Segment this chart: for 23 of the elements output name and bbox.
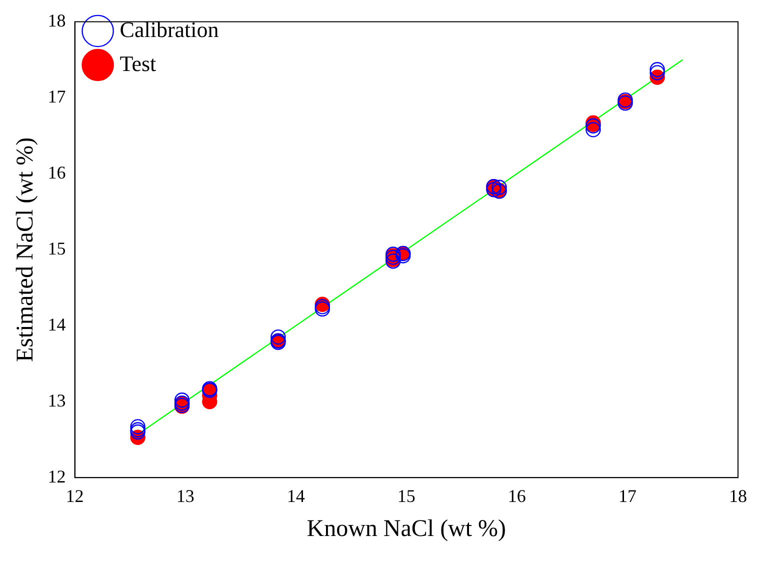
- point: [270, 329, 286, 345]
- x-tick-label: 12: [66, 486, 84, 506]
- x-tick-label: 13: [176, 486, 194, 506]
- y-tick-label: 16: [48, 162, 66, 182]
- y-tick-label: 18: [48, 10, 66, 31]
- point: [586, 122, 601, 138]
- y-tick-label: 13: [48, 390, 66, 410]
- x-tick-label: 15: [397, 486, 416, 506]
- y-tick-label: 12: [48, 466, 66, 486]
- x-axis-title: Known NaCl (wt %): [306, 516, 506, 542]
- legend-label: Test: [120, 50, 156, 76]
- y-tick-label: 15: [48, 238, 66, 258]
- y-axis-title: Estimated NaCl (wt %): [12, 137, 39, 362]
- x-tick-label: 18: [729, 486, 747, 506]
- point: [650, 65, 665, 80]
- point: [650, 62, 665, 78]
- legend-label: Calibration: [120, 16, 219, 42]
- x-tick-label: 14: [286, 486, 305, 506]
- y-tick-label: 17: [48, 86, 66, 106]
- x-tick-label: 17: [618, 486, 636, 506]
- point: [130, 419, 146, 434]
- x-tick-label: 16: [508, 486, 526, 506]
- y-tick-label: 14: [48, 314, 66, 334]
